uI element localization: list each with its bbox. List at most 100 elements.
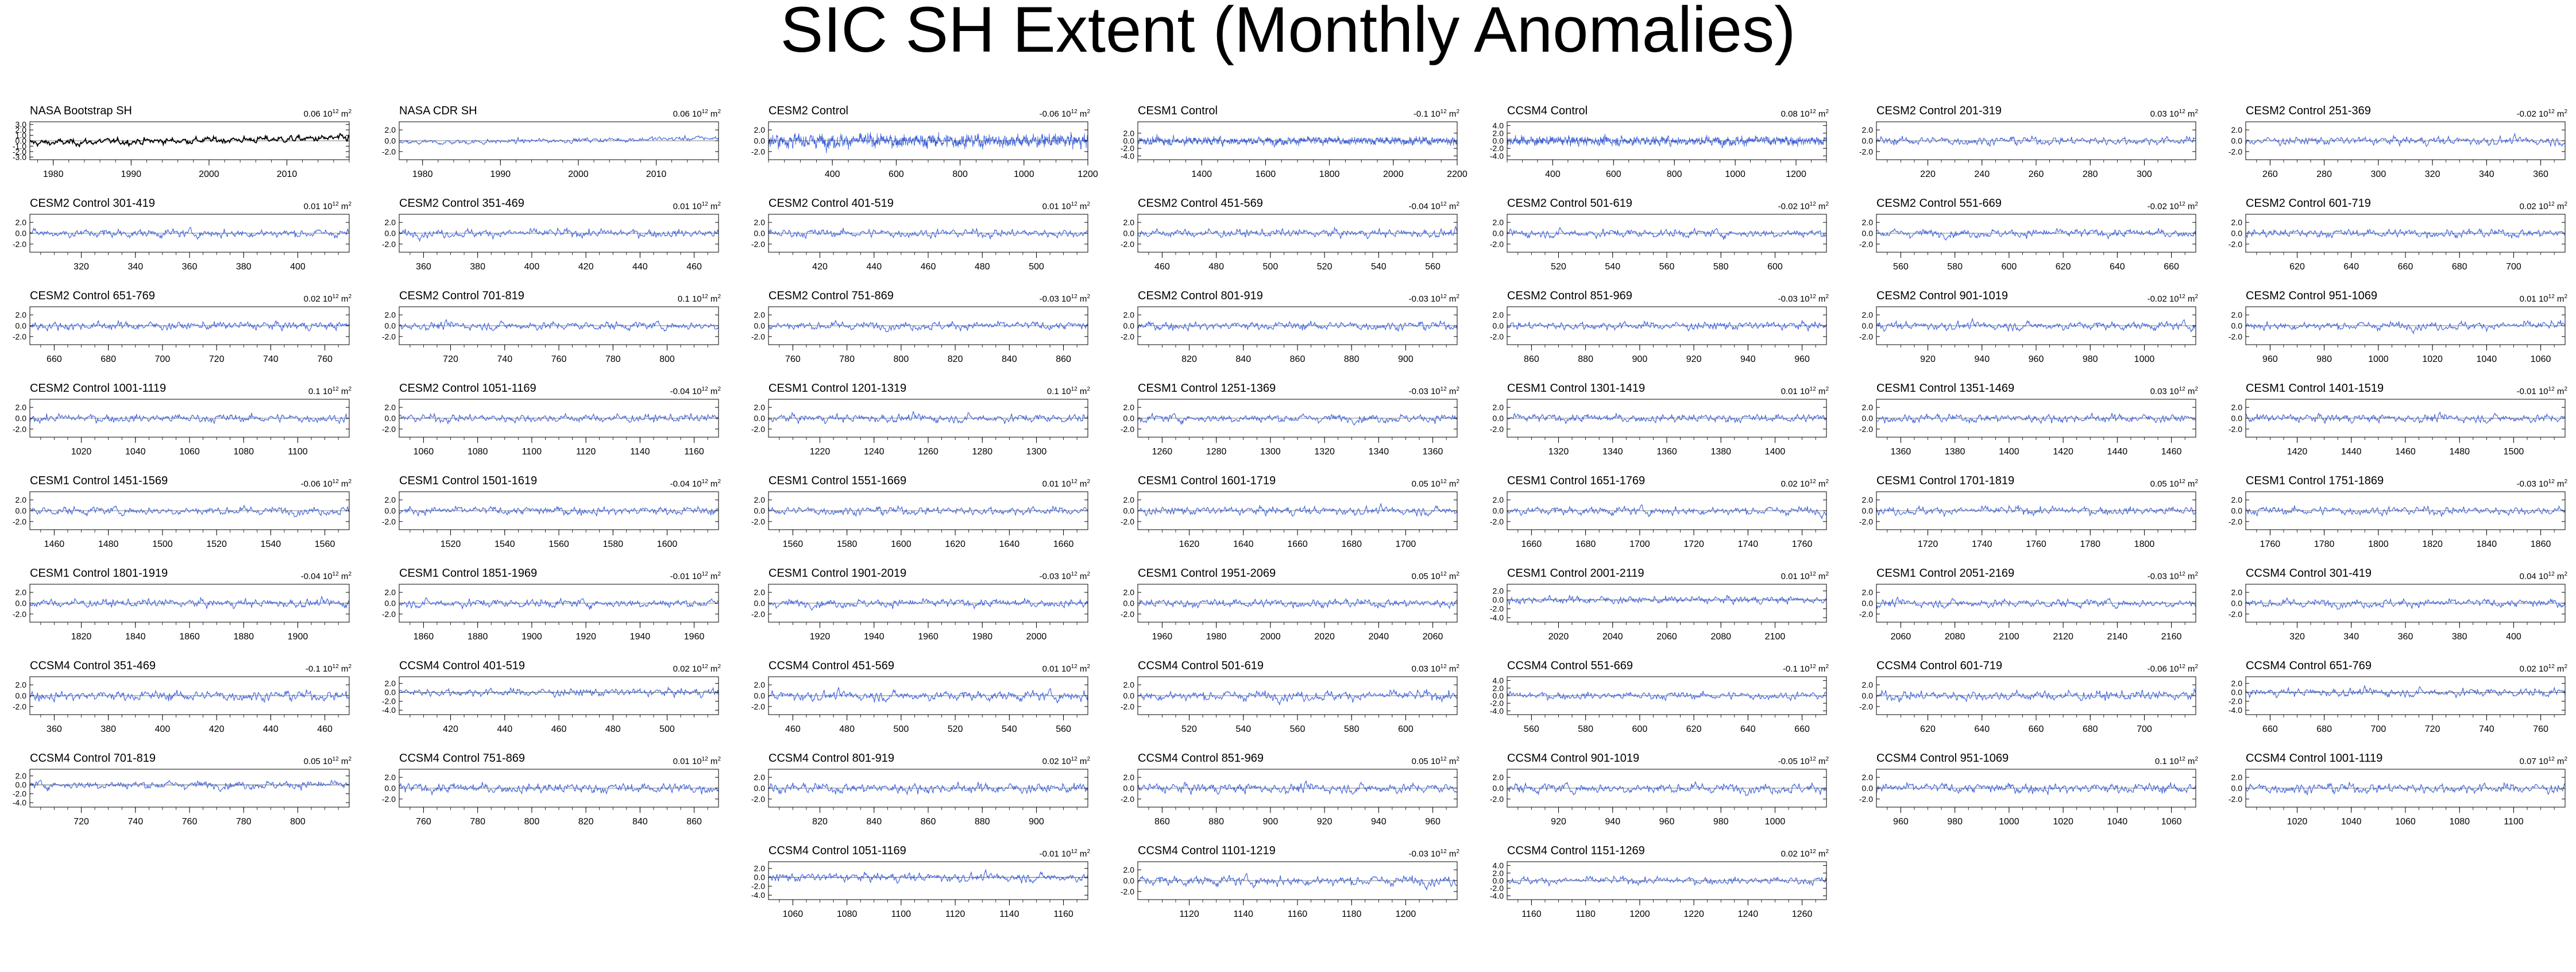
panel-plot: 2.0 0.0 -2.0 1360 1380 1400 1420 1440 1460 (1859, 399, 2196, 457)
chart-panel: CESM2 Control 1001-1119 0.1 1012 m2 2.0 0.0… (0, 382, 370, 471)
chart-panel: CCSM4 Control 1051-1169 -0.01 1012 m2 2.0 0… (739, 844, 1109, 934)
x-tick-label: 1120 (1179, 909, 1199, 919)
panel-plot: 4.02.00.0-2.0-4.0 1160 1180 1200 1220 1240 126… (1490, 861, 1827, 919)
x-tick-label: 400 (155, 724, 171, 734)
x-tick-label: 1440 (2341, 447, 2362, 457)
chart-panel: CCSM4 Control 601-719 -0.06 1012 m2 2.0 0.0… (1847, 659, 2216, 749)
x-tick-label: 1880 (468, 632, 488, 642)
x-tick-label: 560 (1425, 262, 1440, 272)
panel-title: CESM1 Control (1138, 105, 1218, 117)
x-tick-label: 260 (2029, 169, 2044, 179)
x-tick-label: 980 (1713, 817, 1729, 827)
stat-unit: 1012 m2 (322, 479, 352, 489)
stat-unit: 1012 m2 (2538, 479, 2567, 489)
x-tick-label: 2000 (1383, 169, 1404, 179)
stat-value: 0.1 (677, 294, 692, 304)
stat-value: 0.01 (673, 202, 692, 211)
stat-unit: 1012 m2 (1799, 571, 1829, 581)
y-tick-label: 2.0 (385, 588, 396, 597)
y-tick-label: 0.0 (385, 599, 396, 608)
x-tick-label: 380 (101, 724, 116, 734)
x-tick-label: 1920 (576, 632, 596, 642)
x-tick-label: 820 (1181, 354, 1197, 364)
x-tick-label: 1990 (121, 169, 141, 179)
x-tick-label: 1980 (1206, 632, 1227, 642)
x-tick-label: 760 (416, 817, 431, 827)
x-tick-label: 480 (839, 724, 855, 734)
panel-title: CESM1 Control 1301-1419 (1507, 382, 1646, 395)
series-line (768, 505, 1088, 517)
x-tick-label: 440 (866, 262, 882, 272)
panel-stat: -0.02 1012 m2 (1778, 199, 1829, 212)
stat-value: -0.06 (300, 479, 323, 489)
series-line (29, 133, 350, 148)
panel-title: CESM2 Control 401-519 (768, 197, 894, 210)
y-tick-label: 2.0 (1862, 125, 1874, 134)
panel-plot: 2.00.0-2.0-4.0 720 740 760 780 800 (13, 769, 350, 827)
x-tick-label: 700 (155, 354, 171, 364)
y-tick-label: -2.0 (1490, 425, 1504, 434)
y-tick-label: -2.0 (751, 517, 765, 526)
x-tick-label: 520 (948, 724, 963, 734)
y-tick-label: -2.0 (1859, 794, 1873, 804)
x-tick-label: 1000 (2134, 354, 2155, 364)
x-tick-label: 920 (1317, 817, 1333, 827)
y-tick-label: -4.0 (2229, 705, 2242, 715)
stat-unit: 1012 m2 (1061, 479, 1090, 489)
y-tick-label: -2.0 (1859, 147, 1873, 156)
chart-panel: CESM2 Control 351-469 0.01 1012 m2 2.0 0.0 -… (369, 197, 739, 286)
x-tick-label: 2000 (568, 169, 589, 179)
y-tick-label: 0.0 (754, 414, 766, 423)
y-tick-label: 2.0 (385, 310, 396, 319)
y-tick-label: -2.0 (1121, 144, 1134, 153)
y-tick-label: -2.0 (1121, 794, 1134, 804)
y-tick-label: -4.0 (1490, 151, 1504, 160)
panel-stat: 0.04 1012 m2 (2520, 569, 2567, 582)
series-line (768, 781, 1088, 796)
x-tick-label: 800 (952, 169, 968, 179)
panel-stat: 0.03 1012 m2 (2150, 384, 2198, 397)
panel-stat: 0.03 1012 m2 (1412, 662, 1459, 674)
x-tick-label: 1100 (288, 447, 308, 457)
x-tick-label: 1600 (657, 539, 678, 549)
panel-stat: 0.1 1012 m2 (2155, 754, 2198, 767)
x-tick-label: 580 (1344, 724, 1360, 734)
x-tick-label: 1760 (2260, 539, 2281, 549)
panel-stat: -0.03 1012 m2 (1409, 847, 1459, 859)
x-tick-label: 420 (812, 262, 828, 272)
panel-plot: 2.0 0.0 -2.0 360 380 400 420 440 460 (382, 214, 719, 272)
y-tick-label: -2.0 (13, 789, 26, 799)
y-tick-label: 2.0 (16, 680, 27, 689)
x-tick-label: 460 (686, 262, 702, 272)
y-tick-label: 2.0 (385, 125, 396, 134)
panel-stat: 0.05 1012 m2 (1412, 477, 1459, 489)
y-tick-label: 2.0 (1862, 680, 1874, 689)
y-tick-label: 0.0 (2231, 506, 2243, 515)
x-tick-label: 1540 (495, 539, 515, 549)
stat-unit: 1012 m2 (1061, 386, 1090, 396)
x-tick-label: 960 (1659, 817, 1675, 827)
series-line (2245, 782, 2566, 796)
chart-panel: CESM2 Control 951-1069 0.01 1012 m2 2.0 0.0… (2216, 290, 2576, 379)
chart-panel: CESM2 Control -0.06 1012 m2 2.0 0.0 -2.0 400 6… (739, 105, 1109, 194)
x-tick-label: 580 (1947, 262, 1963, 272)
panel-title: CCSM4 Control (1507, 105, 1588, 117)
panel-stat: 0.01 1012 m2 (1042, 199, 1090, 212)
series-line (29, 595, 350, 610)
x-tick-label: 1740 (1972, 539, 1992, 549)
panel-title: CESM2 Control 301-419 (30, 197, 155, 210)
panel-plot: 2.0 0.0 -2.0 460 480 500 520 540 560 (1121, 214, 1458, 272)
x-tick-label: 400 (290, 262, 306, 272)
panel-stat: 0.01 1012 m2 (1781, 384, 1829, 397)
y-tick-label: 0.0 (1493, 414, 1504, 423)
x-tick-label: 940 (1371, 817, 1387, 827)
stat-value: 0.04 (2519, 572, 2539, 581)
y-tick-label: -2.0 (382, 610, 396, 619)
panel-title: CCSM4 Control 701-819 (30, 752, 156, 765)
chart-panel: CESM1 Control 1201-1319 0.1 1012 m2 2.0 0.0… (739, 382, 1109, 471)
x-tick-label: 1060 (2395, 817, 2416, 827)
panel-stat: 0.1 1012 m2 (308, 384, 352, 397)
y-tick-label: -2.0 (382, 794, 396, 804)
stat-value: 0.01 (1042, 202, 1061, 211)
chart-panel: CCSM4 Control 501-619 0.03 1012 m2 2.0 0.0 -… (1108, 659, 1478, 749)
